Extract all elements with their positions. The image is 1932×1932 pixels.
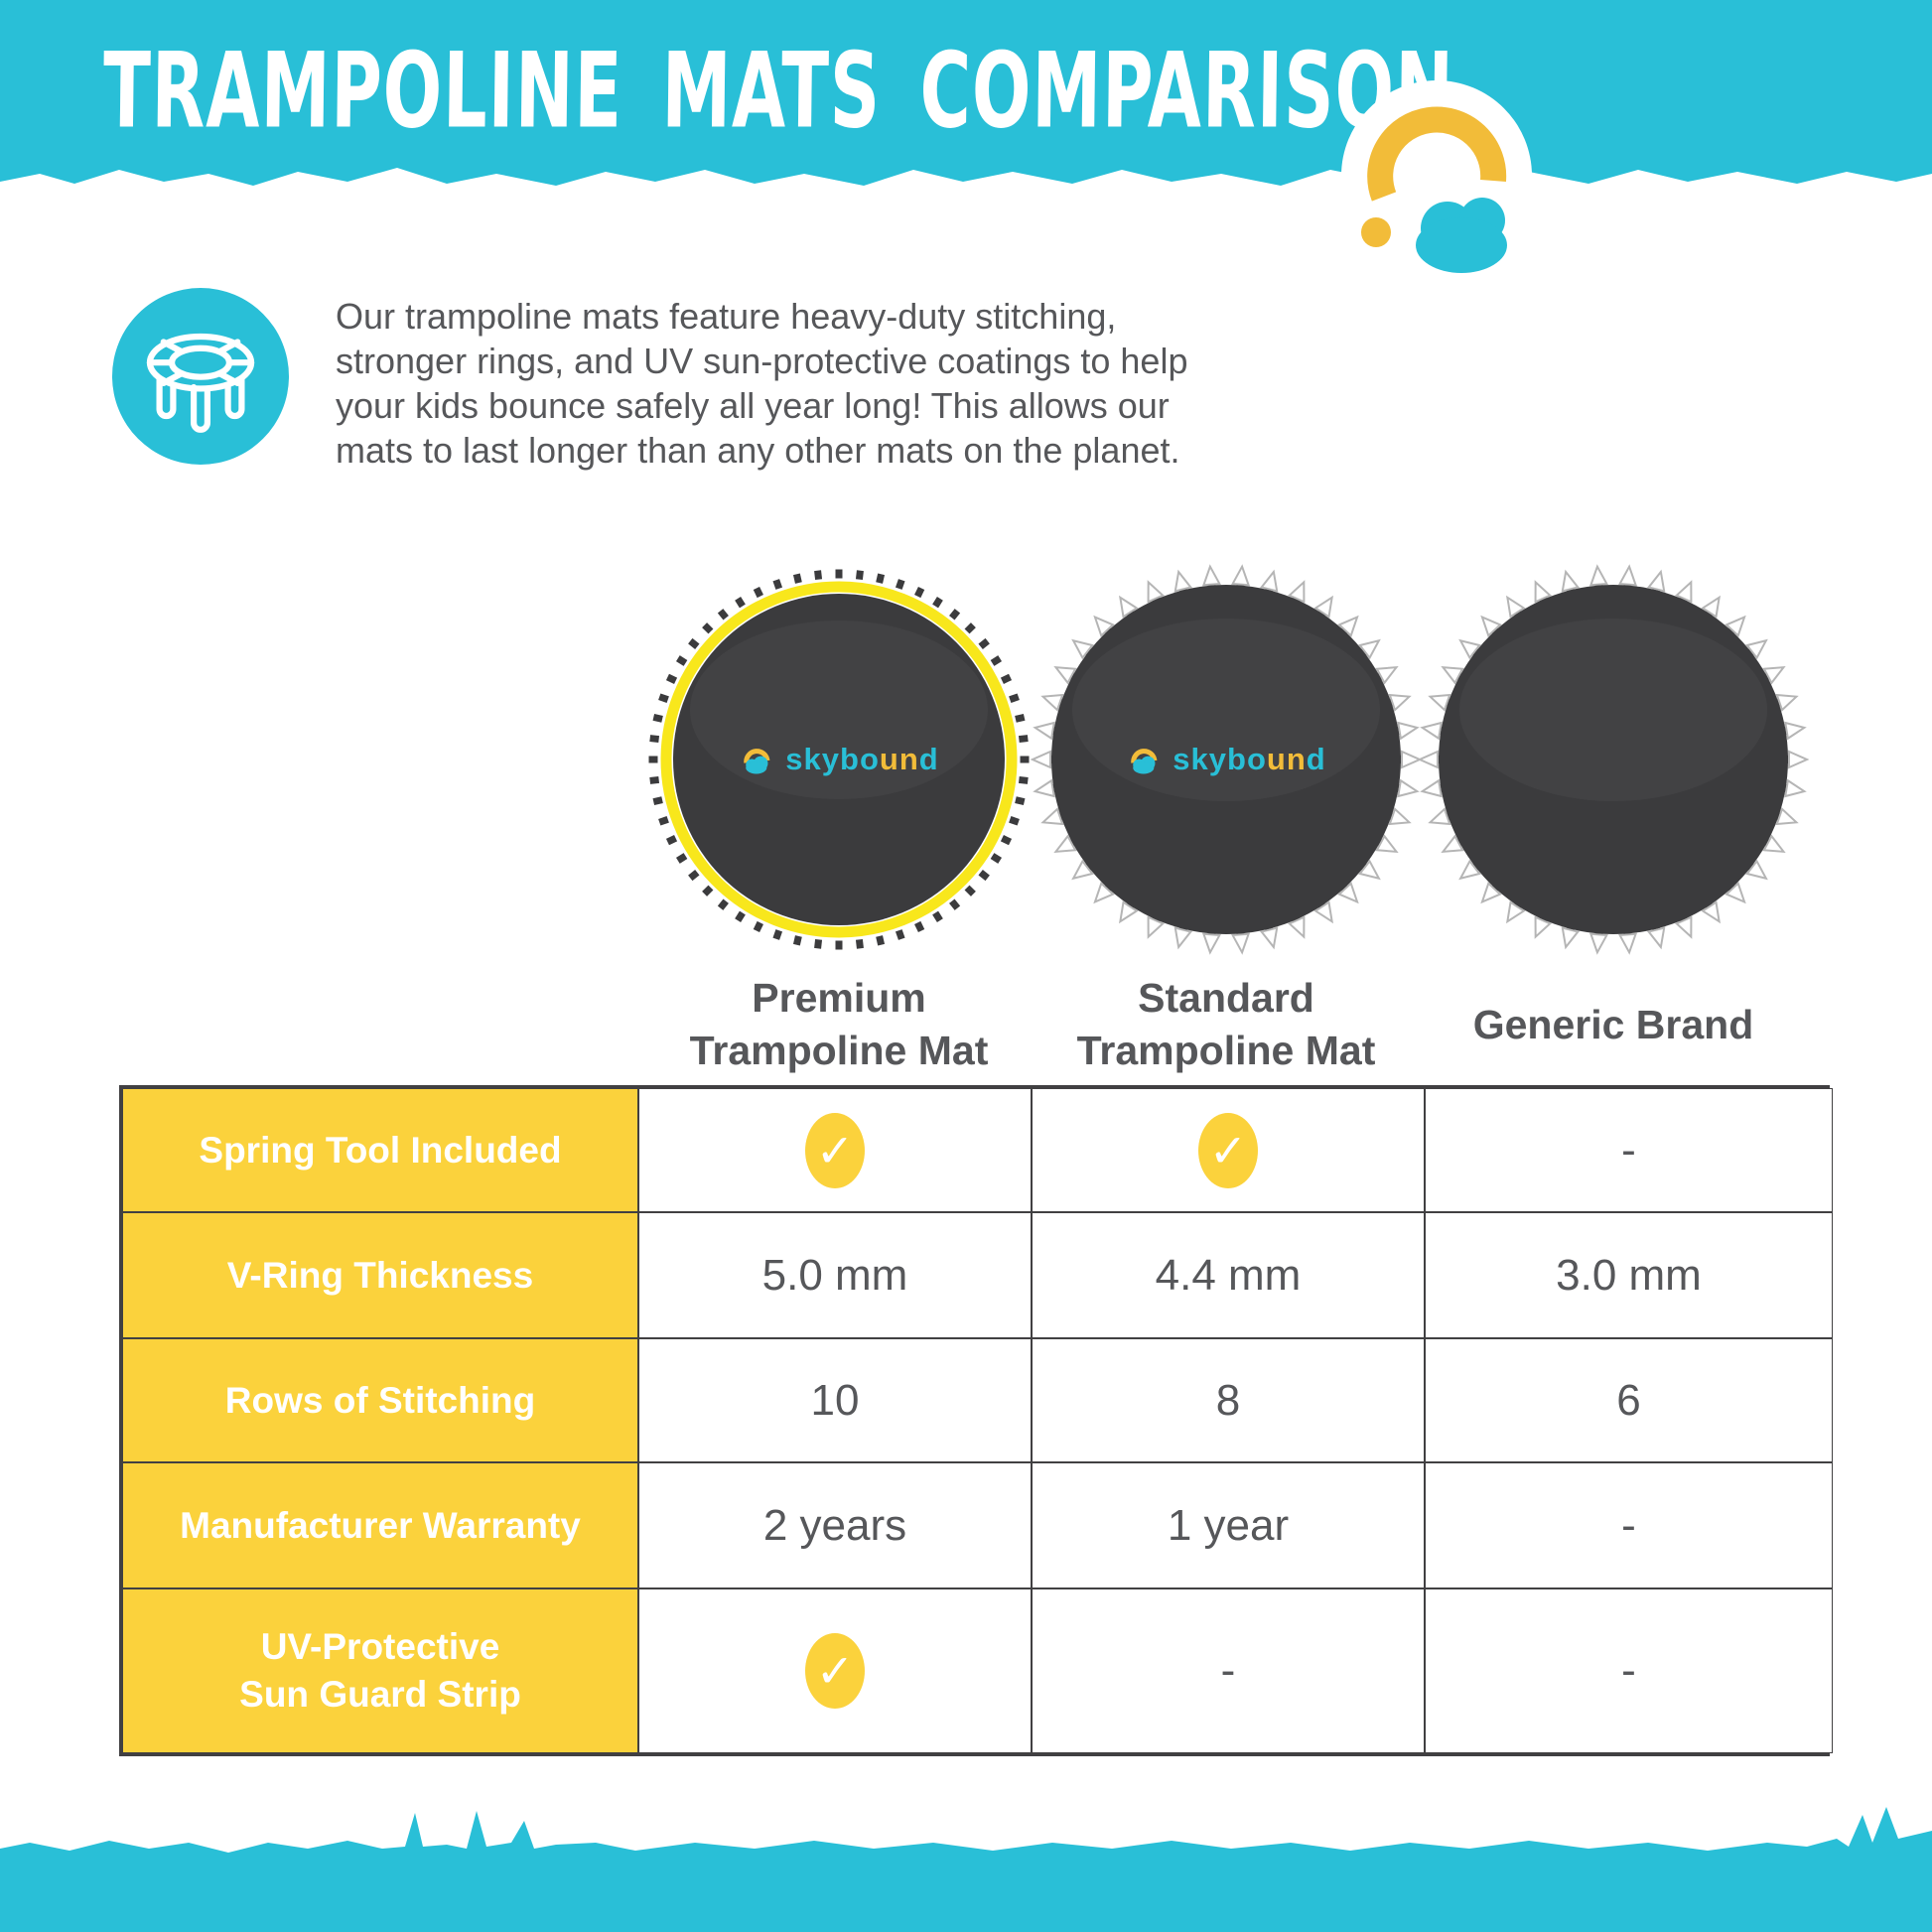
standard-mat-image: skybound [1028, 561, 1425, 958]
trampoline-icon [112, 288, 289, 465]
wordmark-part: skybo [1173, 742, 1267, 776]
row-label-line: V-Ring Thickness [226, 1254, 534, 1296]
table-cell-check: ✓ [638, 1588, 1032, 1753]
table-cell-value: - [1425, 1462, 1833, 1588]
caption-line: Standard [1138, 975, 1314, 1021]
table-cell-value: 1 year [1032, 1462, 1425, 1588]
generic-mat-image [1415, 561, 1812, 958]
wordmark-part: skybo [785, 742, 880, 776]
caption-line: Premium [752, 975, 926, 1021]
row-label-line: Rows of Stitching [224, 1379, 536, 1421]
footer-banner [0, 1803, 1932, 1932]
check-icon: ✓ [805, 1112, 865, 1188]
intro-line: stronger rings, and UV sun-protective co… [336, 341, 1188, 381]
caption-line: Trampoline Mat [1076, 1028, 1376, 1073]
intro-line: mats to last longer than any other mats … [336, 430, 1180, 471]
check-icon: ✓ [1198, 1112, 1258, 1188]
row-label-line: Manufacturer Warranty [180, 1504, 581, 1546]
banner-torn-edge [0, 168, 1932, 204]
table-cell-check: ✓ [638, 1088, 1032, 1212]
table-cell-value: 10 [638, 1338, 1032, 1462]
page-title: TRAMPOLINE MATS COMPARISON [102, 30, 1455, 152]
row-label: V-Ring Thickness [122, 1212, 638, 1338]
table-cell-value: 5.0 mm [638, 1212, 1032, 1338]
row-label-line: Sun Guard Strip [239, 1674, 521, 1715]
header-banner: TRAMPOLINE MATS COMPARISON [0, 0, 1932, 204]
intro-line: Our trampoline mats feature heavy-duty s… [336, 296, 1117, 337]
table-cell-value: - [1425, 1088, 1833, 1212]
table-cell-check: ✓ [1032, 1088, 1425, 1212]
rainbow-cloud-icon [1330, 71, 1549, 305]
table-cell-value: - [1032, 1588, 1425, 1753]
check-icon: ✓ [805, 1633, 865, 1709]
standard-mat-label: Standard Trampoline Mat [1028, 955, 1425, 1094]
wordmark-part: d [918, 742, 939, 776]
skybound-logo: skybound [640, 561, 1037, 958]
generic-mat-label: Generic Brand [1415, 955, 1812, 1094]
table-cell-value: 6 [1425, 1338, 1833, 1462]
wordmark-part: un [879, 742, 919, 776]
table-cell-value: 8 [1032, 1338, 1425, 1462]
table-cell-value: 4.4 mm [1032, 1212, 1425, 1338]
intro-paragraph: Our trampoline mats feature heavy-duty s… [336, 294, 1626, 473]
caption-line: Generic Brand [1472, 1001, 1754, 1047]
table-cell-value: - [1425, 1588, 1833, 1753]
caption-line: Trampoline Mat [689, 1028, 989, 1073]
table-cell-value: 3.0 mm [1425, 1212, 1833, 1338]
skybound-wordmark: skybound [1173, 742, 1325, 777]
row-label: Rows of Stitching [122, 1338, 638, 1462]
premium-mat-label: Premium Trampoline Mat [640, 955, 1037, 1094]
row-label-line: Spring Tool Included [199, 1129, 562, 1171]
row-label: Spring Tool Included [122, 1088, 638, 1212]
row-label-line: UV-Protective [260, 1626, 500, 1667]
premium-mat-image: skybound [640, 561, 1037, 958]
row-label: UV-Protective Sun Guard Strip [122, 1588, 638, 1753]
table-cell-value: 2 years [638, 1462, 1032, 1588]
skybound-wordmark: skybound [785, 742, 938, 777]
comparison-table: Spring Tool Included ✓ ✓ - V-Ring Thickness 5… [119, 1085, 1833, 1756]
row-label: Manufacturer Warranty [122, 1462, 638, 1588]
wordmark-part: d [1306, 742, 1326, 776]
intro-line: your kids bounce safely all year long! T… [336, 385, 1170, 426]
wordmark-part: un [1266, 742, 1307, 776]
skybound-logo: skybound [1028, 561, 1425, 958]
